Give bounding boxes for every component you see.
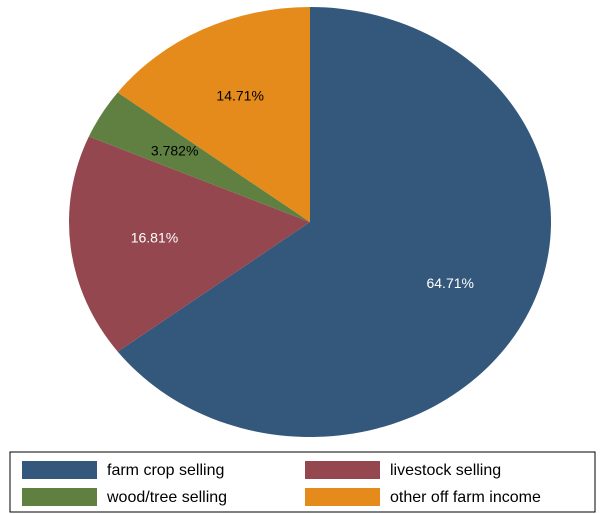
legend-label: farm crop selling (107, 462, 224, 479)
pie-slice (117, 7, 551, 437)
legend (9, 451, 596, 513)
pie-label: 14.71% (216, 88, 263, 104)
pie-label: 64.71% (426, 275, 473, 291)
legend-label: wood/tree selling (106, 489, 227, 506)
legend-swatch (22, 461, 97, 479)
legend-label: other off farm income (390, 489, 541, 506)
legend-items: farm crop selling livestock selling wood/t… (22, 461, 541, 506)
pie-slice (68, 136, 310, 352)
legend-swatch (22, 488, 97, 506)
pie-slice (117, 7, 311, 222)
pie-label: 3.782% (151, 142, 198, 158)
pie: 64.71% 16.81% 3.782% 14.71% (68, 7, 551, 437)
legend-swatch (305, 488, 380, 506)
legend-label: livestock selling (390, 462, 501, 479)
pie-slice (88, 92, 311, 222)
legend-swatch (305, 461, 380, 479)
pie-label: 16.81% (131, 229, 178, 245)
